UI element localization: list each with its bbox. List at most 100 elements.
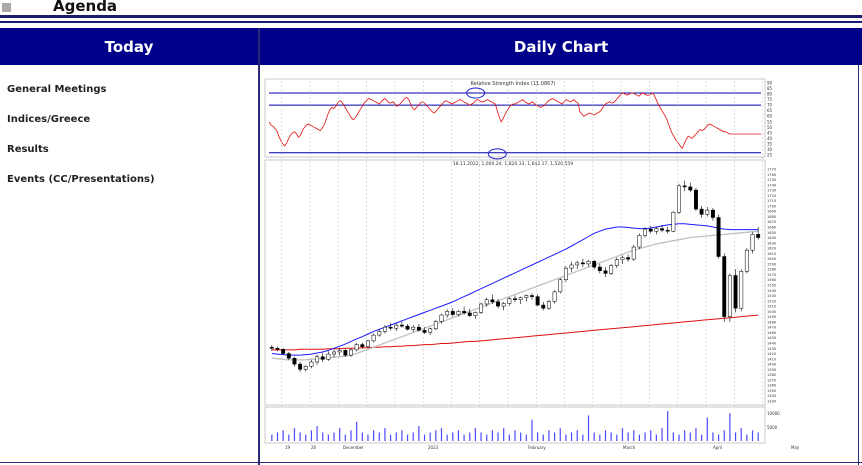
candle [507, 297, 512, 306]
momentum-tick-label: 30 [767, 147, 773, 152]
candle [535, 294, 540, 307]
x-axis-label: May [791, 445, 800, 450]
candle-body [507, 298, 512, 304]
candle [484, 297, 489, 307]
volume-bar [389, 434, 392, 441]
volume-bar [689, 432, 691, 441]
candle-body [535, 296, 540, 306]
volume-bar [378, 432, 380, 441]
momentum-title: Relative Strength Index (11.0867) [471, 81, 556, 87]
candle-body [654, 228, 659, 232]
momentum-tick-label: 55 [767, 119, 773, 124]
candle-body [332, 351, 336, 355]
candle-body [739, 271, 744, 309]
candle [626, 254, 631, 262]
candle [756, 227, 761, 240]
candle-body [710, 209, 715, 218]
candle-body [552, 291, 557, 302]
price-tick-label: 1620 [767, 247, 777, 251]
candle-body [411, 326, 416, 330]
candle-body [699, 208, 704, 215]
candle-body [382, 326, 387, 332]
momentum-panel-frame [264, 78, 766, 158]
x-axis-label: December [343, 445, 364, 450]
price-tick-label: 1740 [767, 183, 777, 187]
volume-bar [621, 428, 624, 441]
candle [479, 302, 484, 314]
price-tick-label: 1720 [767, 194, 777, 198]
page-title: Agenda [53, 0, 118, 15]
candle [366, 339, 370, 349]
candle-body [479, 303, 484, 313]
volume-bar [446, 434, 448, 441]
candle-body [366, 340, 370, 347]
candle-body [756, 234, 761, 238]
momentum-tick-label: 60 [767, 114, 773, 119]
candle-body [371, 334, 376, 342]
volume-bar [553, 432, 556, 441]
price-tick-label: 1560 [767, 278, 777, 282]
volume-bar [565, 434, 567, 441]
price-header: 18.11.2022, 1,000.24, 1,820.33, 1,642.17… [453, 161, 573, 167]
momentum-marker-circle [487, 148, 507, 160]
candle [546, 299, 551, 310]
momentum-tick-label: 75 [767, 97, 773, 102]
bottom-border [0, 462, 862, 463]
volume-bar [638, 434, 641, 441]
candle-body [439, 314, 444, 322]
price-tick-label: 1690 [767, 210, 777, 214]
candle [575, 260, 580, 270]
grid-layer [281, 81, 763, 443]
price-tick-label: 1760 [767, 173, 777, 177]
candle-body [326, 353, 331, 360]
candle-body [614, 259, 619, 266]
momentum-tick-label: 40 [767, 136, 773, 141]
momentum-tick-label: 65 [767, 108, 773, 113]
volume-bar [480, 432, 482, 441]
candle [648, 225, 653, 234]
volume-bar [661, 428, 663, 441]
candle-body [677, 185, 681, 213]
momentum-tick-label: 90 [767, 81, 773, 86]
candle-body [269, 346, 274, 349]
candle-body [377, 331, 382, 336]
volume-bar [440, 428, 443, 441]
price-tick-label: 1460 [767, 331, 777, 335]
candle-body [733, 275, 738, 309]
volume-bar [548, 430, 550, 441]
price-tick-label: 1750 [767, 178, 777, 182]
volume-tick-label: 5000 [767, 425, 778, 430]
candle-body [405, 325, 410, 330]
volume-bar [344, 434, 346, 441]
candle-body [671, 211, 676, 232]
candle [524, 294, 529, 302]
candle [422, 327, 427, 335]
volume-bar [599, 434, 601, 441]
candle [445, 309, 450, 318]
candle-body [744, 249, 749, 272]
price-tick-label: 1550 [767, 284, 777, 288]
price-tick-label: 1680 [767, 215, 777, 219]
candle-body [467, 312, 472, 316]
candle [530, 293, 534, 300]
volume-bar [429, 432, 431, 441]
candle-body [648, 228, 653, 232]
candle [620, 255, 625, 264]
candle-body [445, 311, 450, 316]
momentum-tick-label: 80 [767, 92, 773, 97]
price-tick-label: 1430 [767, 347, 777, 351]
candle [411, 325, 416, 332]
volume-bar [587, 415, 590, 441]
candle [592, 259, 597, 270]
volume-bar [740, 428, 742, 441]
price-tick-label: 1730 [767, 189, 777, 193]
volume-bar [293, 428, 296, 441]
candle-body [597, 266, 602, 272]
momentum-tick-label: 25 [767, 153, 773, 158]
price-tick-label: 1440 [767, 342, 777, 346]
candle [710, 208, 715, 221]
price-tick-label: 1600 [767, 257, 777, 261]
candle [614, 257, 619, 269]
candle [569, 261, 574, 272]
